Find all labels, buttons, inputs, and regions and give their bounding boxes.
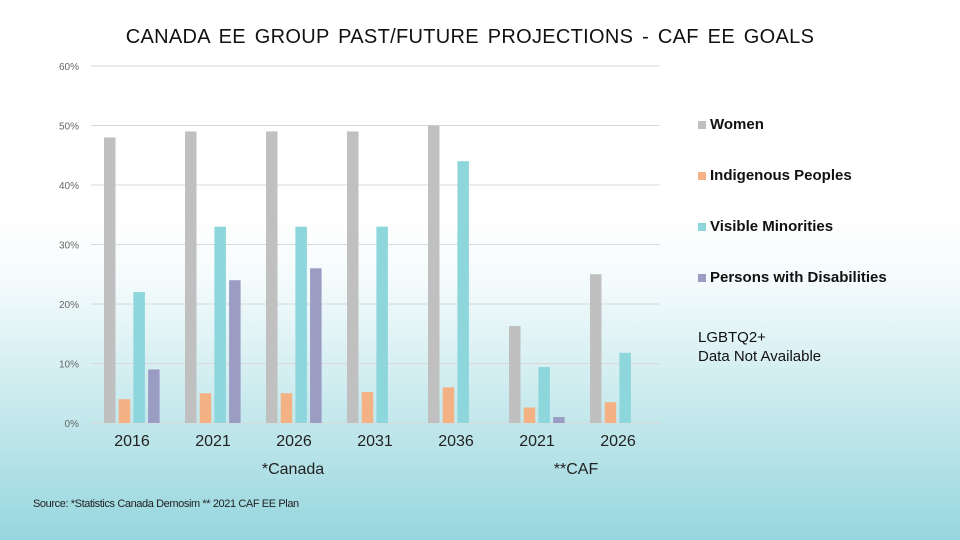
y-tick-label: 50% (59, 122, 79, 133)
x-tick-label: 2021 (195, 433, 231, 450)
x-tick-label: 2026 (276, 433, 312, 450)
bar-visible-minorities-2026 (295, 226, 307, 423)
bar-women-2026 (590, 274, 602, 423)
bar-indigenous-peoples-2026 (604, 402, 617, 423)
y-tick-label: 30% (59, 241, 79, 252)
group-label-caf: **CAF (554, 461, 599, 478)
x-tick-label: 2016 (114, 433, 150, 450)
bar-women-2021 (185, 131, 197, 423)
bar-visible-minorities-2021 (214, 226, 226, 423)
bar-persons-with-disabilities-2026 (310, 268, 322, 423)
legend-swatch-indigenous (698, 172, 706, 180)
bars (104, 125, 631, 423)
x-tick-label: 2021 (519, 433, 555, 450)
note-line-2: Data Not Available (698, 348, 822, 365)
x-tick-label: 2036 (438, 433, 474, 450)
bar-women-2026 (266, 131, 278, 423)
y-tick-label: 0% (65, 419, 80, 430)
bar-persons-with-disabilities-2021 (553, 417, 565, 423)
legend-swatch-disabilities (698, 274, 706, 282)
legend-item-visible-minorities: Visible Minorities (698, 218, 887, 269)
legend-item-women: Women (698, 116, 887, 167)
bar-persons-with-disabilities-2021 (229, 280, 241, 423)
bar-women-2036 (428, 125, 440, 423)
bar-indigenous-peoples-2021 (523, 407, 536, 423)
note-line-1: LGBTQ2+ (698, 329, 766, 346)
x-axis-ticks: 2016 2021 2026 2031 2036 2021 2026 (114, 433, 636, 450)
legend-label: Indigenous Peoples (710, 167, 852, 184)
gridlines (91, 65, 660, 424)
bar-indigenous-peoples-2026 (280, 393, 293, 423)
y-tick-label: 60% (59, 62, 79, 73)
y-tick-label: 40% (59, 181, 79, 192)
bar-visible-minorities-2016 (133, 292, 145, 423)
bar-visible-minorities-2036 (457, 161, 469, 423)
legend-label: Persons with Disabilities (710, 269, 887, 286)
bar-indigenous-peoples-2021 (199, 393, 212, 423)
legend-swatch-visible-minorities (698, 223, 706, 231)
legend-item-disabilities: Persons with Disabilities (698, 269, 887, 320)
bar-indigenous-peoples-2016 (118, 399, 131, 423)
legend-swatch-women (698, 121, 706, 129)
y-tick-label: 20% (59, 300, 79, 311)
bar-women-2021 (509, 326, 521, 423)
bar-visible-minorities-2031 (376, 226, 388, 423)
source-note: Source: *Statistics Canada Demosim ** 20… (33, 498, 299, 510)
y-tick-label: 10% (59, 360, 79, 371)
bar-visible-minorities-2026 (619, 352, 631, 423)
y-axis-ticks: 0% 10% 20% 30% 40% 50% 60% (59, 62, 79, 430)
bar-women-2031 (347, 131, 359, 423)
chart-title: CANADA EE GROUP PAST/FUTURE PROJECTIONS … (125, 26, 815, 48)
bar-visible-minorities-2021 (538, 367, 550, 423)
bar-indigenous-peoples-2036 (442, 387, 455, 423)
bar-women-2016 (104, 137, 116, 423)
x-tick-label: 2031 (357, 433, 393, 450)
legend-label: Women (710, 116, 764, 133)
lgbtq-note: LGBTQ2+ Data Not Available (698, 328, 821, 366)
legend-label: Visible Minorities (710, 218, 834, 235)
group-label-canada: *Canada (262, 461, 324, 478)
bar-indigenous-peoples-2031 (361, 392, 374, 423)
bar-persons-with-disabilities-2016 (148, 369, 160, 423)
legend-item-indigenous: Indigenous Peoples (698, 167, 887, 218)
x-tick-label: 2026 (600, 433, 636, 450)
legend: Women Indigenous Peoples Visible Minorit… (698, 116, 887, 320)
